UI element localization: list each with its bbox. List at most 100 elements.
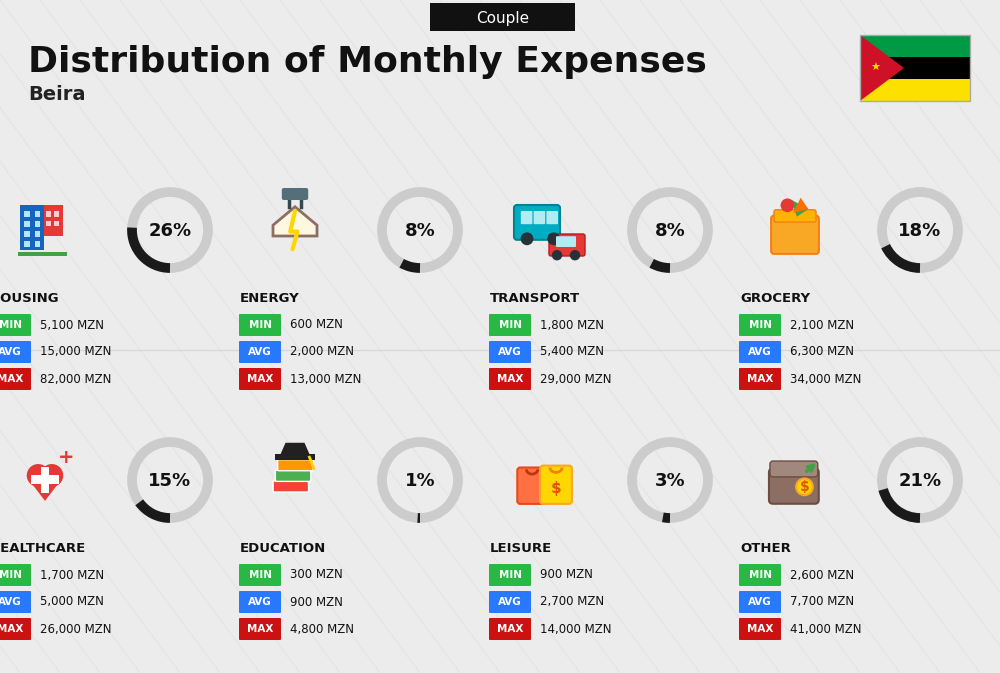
Text: $: $ xyxy=(800,480,809,494)
Text: LEISURE: LEISURE xyxy=(490,542,552,555)
FancyBboxPatch shape xyxy=(521,211,532,224)
FancyBboxPatch shape xyxy=(273,481,309,492)
Text: 15%: 15% xyxy=(148,472,192,490)
Text: 14,000 MZN: 14,000 MZN xyxy=(540,623,612,635)
FancyBboxPatch shape xyxy=(739,618,781,640)
Text: OTHER: OTHER xyxy=(740,542,791,555)
FancyBboxPatch shape xyxy=(44,205,63,236)
Text: 900 MZN: 900 MZN xyxy=(290,596,343,608)
FancyBboxPatch shape xyxy=(239,591,281,613)
FancyBboxPatch shape xyxy=(556,236,576,247)
FancyBboxPatch shape xyxy=(275,470,311,481)
FancyBboxPatch shape xyxy=(46,221,51,226)
Text: Beira: Beira xyxy=(28,85,86,104)
Text: ENERGY: ENERGY xyxy=(240,291,300,304)
Text: 900 MZN: 900 MZN xyxy=(540,569,593,581)
FancyBboxPatch shape xyxy=(239,314,281,336)
Text: 1%: 1% xyxy=(405,472,435,490)
Text: 6,300 MZN: 6,300 MZN xyxy=(790,345,854,359)
Polygon shape xyxy=(791,200,808,217)
FancyBboxPatch shape xyxy=(275,454,315,460)
Polygon shape xyxy=(27,477,63,501)
Text: MIN: MIN xyxy=(498,570,522,580)
FancyBboxPatch shape xyxy=(18,252,67,256)
FancyBboxPatch shape xyxy=(517,468,547,504)
FancyBboxPatch shape xyxy=(769,468,819,504)
Polygon shape xyxy=(793,198,808,213)
Text: AVG: AVG xyxy=(0,347,22,357)
FancyBboxPatch shape xyxy=(739,368,781,390)
FancyBboxPatch shape xyxy=(534,211,545,224)
FancyBboxPatch shape xyxy=(54,221,59,226)
Text: MAX: MAX xyxy=(247,374,273,384)
Text: 21%: 21% xyxy=(898,472,942,490)
FancyBboxPatch shape xyxy=(24,231,30,237)
Text: AVG: AVG xyxy=(748,347,772,357)
Text: 41,000 MZN: 41,000 MZN xyxy=(790,623,862,635)
Text: 18%: 18% xyxy=(898,222,942,240)
Polygon shape xyxy=(860,35,904,101)
Text: $: $ xyxy=(551,481,561,496)
FancyBboxPatch shape xyxy=(24,241,30,247)
FancyBboxPatch shape xyxy=(239,618,281,640)
FancyBboxPatch shape xyxy=(514,205,560,240)
FancyBboxPatch shape xyxy=(739,564,781,586)
Text: 2,100 MZN: 2,100 MZN xyxy=(790,318,854,332)
FancyBboxPatch shape xyxy=(0,368,31,390)
Text: Distribution of Monthly Expenses: Distribution of Monthly Expenses xyxy=(28,45,707,79)
Text: MAX: MAX xyxy=(747,624,773,634)
Text: 1,700 MZN: 1,700 MZN xyxy=(40,569,104,581)
Text: 26%: 26% xyxy=(148,222,192,240)
Text: MIN: MIN xyxy=(748,320,772,330)
FancyBboxPatch shape xyxy=(35,221,40,227)
Circle shape xyxy=(796,479,813,495)
Text: MAX: MAX xyxy=(0,624,23,634)
FancyBboxPatch shape xyxy=(860,35,970,57)
FancyBboxPatch shape xyxy=(239,368,281,390)
Text: AVG: AVG xyxy=(498,347,522,357)
FancyBboxPatch shape xyxy=(771,215,819,254)
Text: MIN: MIN xyxy=(248,570,272,580)
Text: MIN: MIN xyxy=(0,320,22,330)
FancyBboxPatch shape xyxy=(0,314,31,336)
Text: ★: ★ xyxy=(870,63,880,73)
Text: 5,100 MZN: 5,100 MZN xyxy=(40,318,104,332)
FancyBboxPatch shape xyxy=(54,211,59,217)
FancyBboxPatch shape xyxy=(540,466,572,504)
FancyBboxPatch shape xyxy=(739,314,781,336)
FancyBboxPatch shape xyxy=(489,368,531,390)
FancyBboxPatch shape xyxy=(489,618,531,640)
FancyBboxPatch shape xyxy=(31,475,59,484)
Text: HOUSING: HOUSING xyxy=(0,291,60,304)
Circle shape xyxy=(27,464,50,487)
Text: 2,700 MZN: 2,700 MZN xyxy=(540,596,604,608)
FancyBboxPatch shape xyxy=(489,341,531,363)
FancyBboxPatch shape xyxy=(20,205,44,250)
FancyBboxPatch shape xyxy=(278,460,313,470)
FancyBboxPatch shape xyxy=(430,3,575,31)
FancyBboxPatch shape xyxy=(860,79,970,101)
Text: AVG: AVG xyxy=(248,597,272,607)
Text: TRANSPORT: TRANSPORT xyxy=(490,291,580,304)
FancyBboxPatch shape xyxy=(860,57,970,79)
FancyBboxPatch shape xyxy=(489,564,531,586)
Text: 300 MZN: 300 MZN xyxy=(290,569,343,581)
Text: MAX: MAX xyxy=(747,374,773,384)
Text: MAX: MAX xyxy=(497,624,523,634)
Text: 15,000 MZN: 15,000 MZN xyxy=(40,345,111,359)
FancyBboxPatch shape xyxy=(739,341,781,363)
Circle shape xyxy=(547,232,560,245)
FancyBboxPatch shape xyxy=(239,564,281,586)
Circle shape xyxy=(521,232,533,245)
Text: MIN: MIN xyxy=(498,320,522,330)
FancyBboxPatch shape xyxy=(46,211,51,217)
FancyBboxPatch shape xyxy=(35,231,40,237)
FancyBboxPatch shape xyxy=(0,564,31,586)
FancyBboxPatch shape xyxy=(239,341,281,363)
Text: +: + xyxy=(58,448,74,468)
FancyBboxPatch shape xyxy=(739,591,781,613)
FancyBboxPatch shape xyxy=(24,211,30,217)
Text: 26,000 MZN: 26,000 MZN xyxy=(40,623,112,635)
Text: Couple: Couple xyxy=(476,11,529,26)
Text: MIN: MIN xyxy=(248,320,272,330)
